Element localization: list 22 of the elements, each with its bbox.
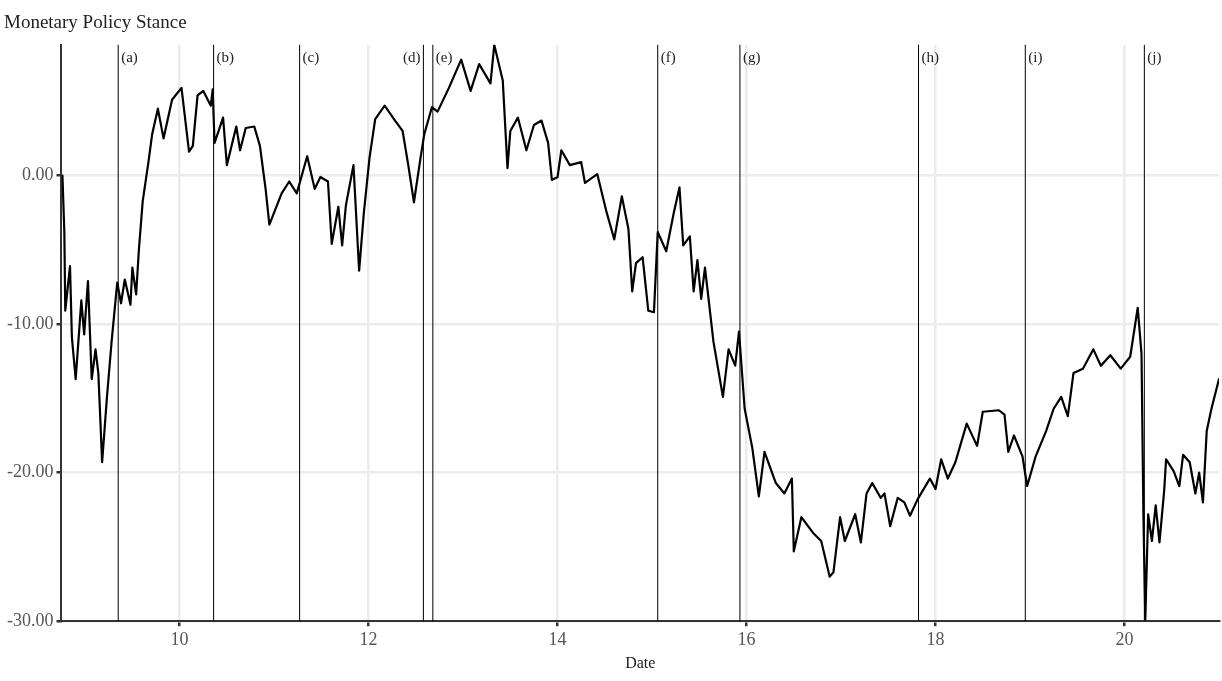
ref-line-label: (a): [121, 49, 138, 67]
x-tick-label: 16: [737, 628, 756, 649]
y-tick-label: 0.00: [21, 164, 54, 185]
ref-line-label: (e): [435, 49, 453, 67]
x-tick-label: 14: [548, 628, 567, 649]
ref-line-label: (f): [660, 49, 676, 67]
ref-line-label: (i): [1028, 49, 1043, 67]
ref-line-label: (d): [402, 49, 421, 67]
ref-line-label: (c): [302, 49, 320, 67]
ref-line-label: (b): [216, 49, 235, 67]
x-tick-label: 10: [170, 628, 189, 649]
y-tick-label: -10.00: [6, 312, 54, 333]
y-tick-label: -20.00: [6, 461, 54, 482]
ref-line-label: (h): [921, 49, 940, 67]
x-tick-label: 20: [1115, 628, 1134, 649]
x-tick-label: 18: [926, 628, 945, 649]
chart-title: Monetary Policy Stance: [4, 11, 187, 33]
ref-line-label: (j): [1147, 49, 1162, 67]
x-tick-label: 12: [359, 628, 378, 649]
y-tick-label: -30.00: [6, 609, 54, 630]
ref-line-label: (g): [742, 49, 761, 67]
x-axis-title: Date: [625, 653, 656, 671]
